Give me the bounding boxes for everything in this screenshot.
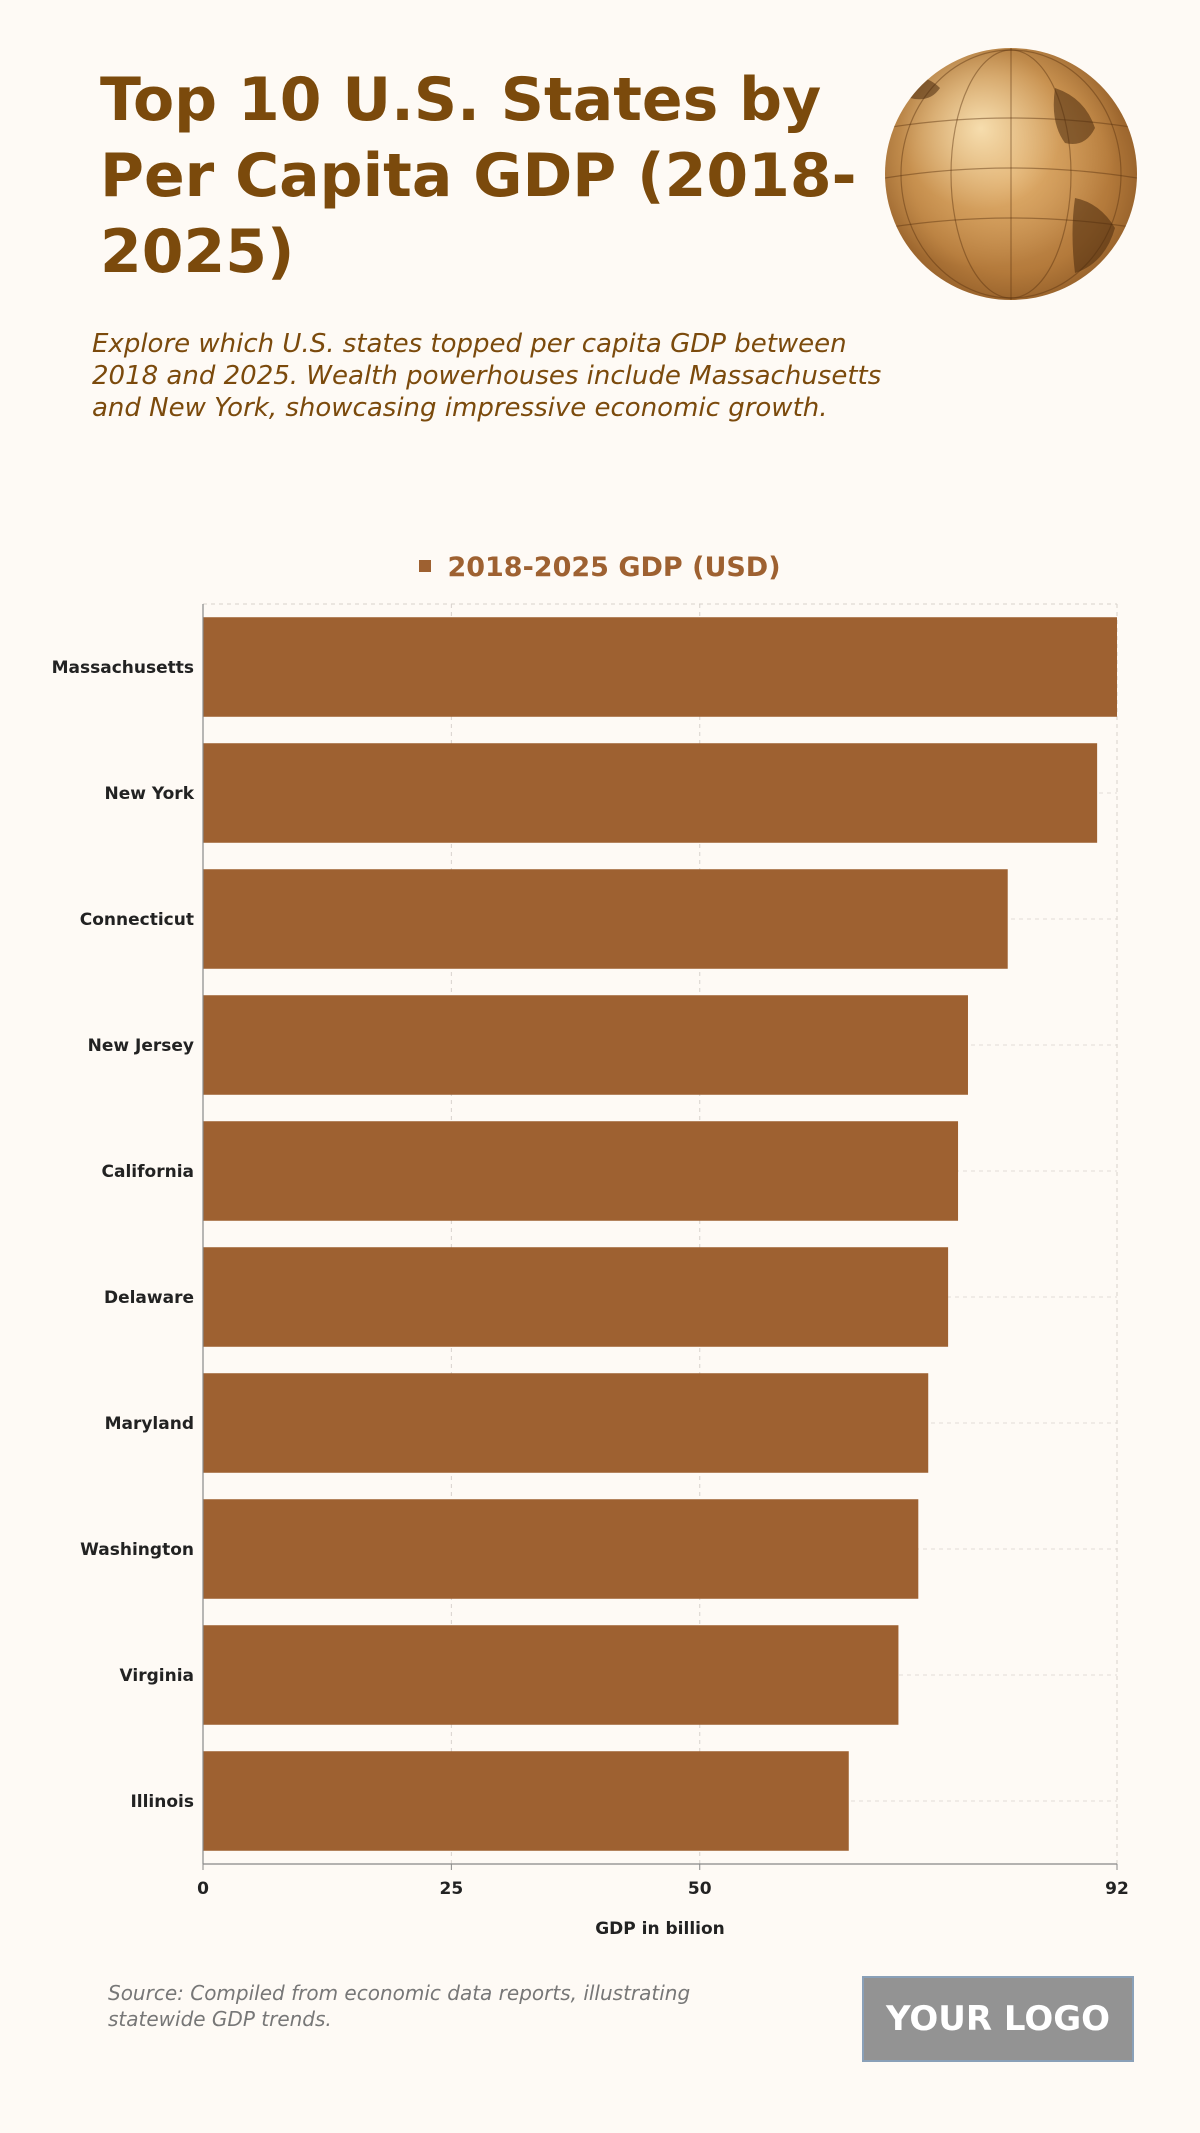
x-tick-label: 25 [440, 1879, 464, 1899]
x-tick-label: 50 [688, 1879, 712, 1899]
y-tick-label: California [102, 1162, 194, 1182]
bar-virginia [203, 1625, 899, 1725]
y-tick-label: Washington [80, 1540, 194, 1560]
legend: 2018-2025 GDP (USD) [0, 552, 1200, 583]
y-tick-label: New Jersey [88, 1036, 194, 1056]
y-tick-label: Maryland [105, 1414, 194, 1434]
source-note: Source: Compiled from economic data repo… [108, 1981, 691, 2031]
chart-subtitle: Explore which U.S. states topped per cap… [92, 329, 882, 423]
y-tick-label: Connecticut [80, 910, 194, 930]
bar-delaware [203, 1247, 949, 1347]
x-axis-label: GDP in billion [595, 1919, 725, 1939]
logo-placeholder: YOUR LOGO [862, 1976, 1134, 2062]
bar-washington [203, 1499, 919, 1599]
globe-image [885, 48, 1137, 300]
bar-new-jersey [203, 995, 968, 1095]
y-tick-label: Illinois [130, 1792, 194, 1812]
bar-maryland [203, 1373, 929, 1473]
y-tick-label: Virginia [120, 1666, 194, 1686]
chart-title: Top 10 U.S. States by Per Capita GDP (20… [100, 65, 857, 287]
bar-california [203, 1121, 959, 1221]
bar-illinois [203, 1751, 849, 1851]
y-tick-label: Massachusetts [52, 658, 194, 678]
legend-label: 2018-2025 GDP (USD) [447, 552, 781, 583]
bar-massachusetts [203, 617, 1117, 717]
legend-swatch [419, 559, 432, 572]
bar-new-york [203, 743, 1098, 843]
logo-text: YOUR LOGO [885, 1999, 1111, 2039]
bar-connecticut [203, 869, 1008, 969]
x-tick-label: 92 [1105, 1879, 1129, 1899]
x-tick-label: 0 [197, 1879, 209, 1899]
y-tick-label: Delaware [104, 1288, 194, 1308]
y-tick-label: New York [105, 784, 195, 804]
bar-chart: Massachusetts New York Connecticut New Jers… [52, 603, 1129, 1939]
